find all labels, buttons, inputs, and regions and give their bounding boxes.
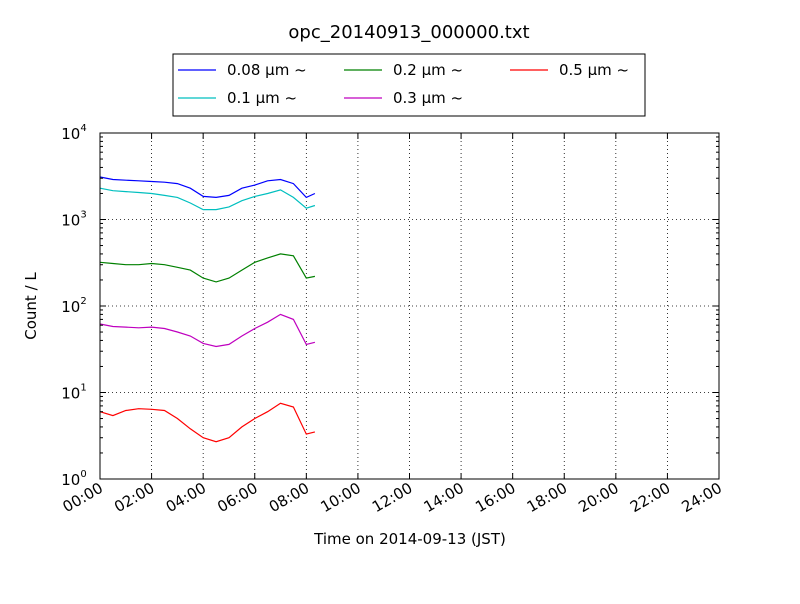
x-tick-label: 18:00	[524, 479, 570, 516]
y-axis-ticks: 100 101 102 103 104	[61, 123, 719, 489]
y-tick-label: 101	[61, 383, 86, 403]
x-tick-label: 14:00	[421, 479, 467, 516]
y-tick-label: 100	[61, 469, 86, 489]
grid-lines	[100, 133, 719, 479]
legend-box	[172, 53, 646, 117]
x-tick-label: 24:00	[679, 479, 725, 516]
legend: 0.08 μm ~ 0.1 μm ~ 0.2 μm ~ 0.3 μm ~ 0.5 μm …	[172, 53, 646, 117]
x-tick-label: 22:00	[627, 479, 673, 516]
x-tick-label: 08:00	[266, 479, 312, 516]
legend-label-2: 0.2 μm ~	[393, 61, 463, 79]
x-tick-label: 02:00	[111, 479, 157, 516]
x-axis-ticks: 00:00 02:00 04:00 06:00 08:00 10:00 12:00 14:00…	[60, 133, 725, 516]
series-line-0	[99, 176, 316, 199]
y-tick-label: 103	[61, 210, 86, 230]
x-tick-label: 20:00	[575, 479, 621, 516]
series-line-4	[99, 402, 316, 443]
series-line-3	[99, 313, 316, 348]
chart-title: opc_20140913_000000.txt	[288, 22, 529, 43]
series-line-1	[99, 187, 316, 211]
y-tick-label: 104	[61, 123, 86, 143]
legend-label-1: 0.1 μm ~	[227, 89, 297, 107]
series-line-2	[99, 253, 316, 283]
x-tick-label: 16:00	[472, 479, 518, 516]
legend-label-0: 0.08 μm ~	[227, 61, 307, 79]
x-tick-label: 10:00	[317, 479, 363, 516]
y-axis-label: Count / L	[22, 272, 40, 340]
legend-label-3: 0.3 μm ~	[393, 89, 463, 107]
x-tick-label: 12:00	[369, 479, 415, 516]
x-tick-label: 06:00	[214, 479, 260, 516]
x-tick-label: 04:00	[163, 479, 209, 516]
x-axis-label: Time on 2014-09-13 (JST)	[313, 530, 506, 548]
legend-label-4: 0.5 μm ~	[559, 61, 629, 79]
series-lines	[99, 176, 316, 443]
y-tick-label: 102	[61, 296, 86, 316]
